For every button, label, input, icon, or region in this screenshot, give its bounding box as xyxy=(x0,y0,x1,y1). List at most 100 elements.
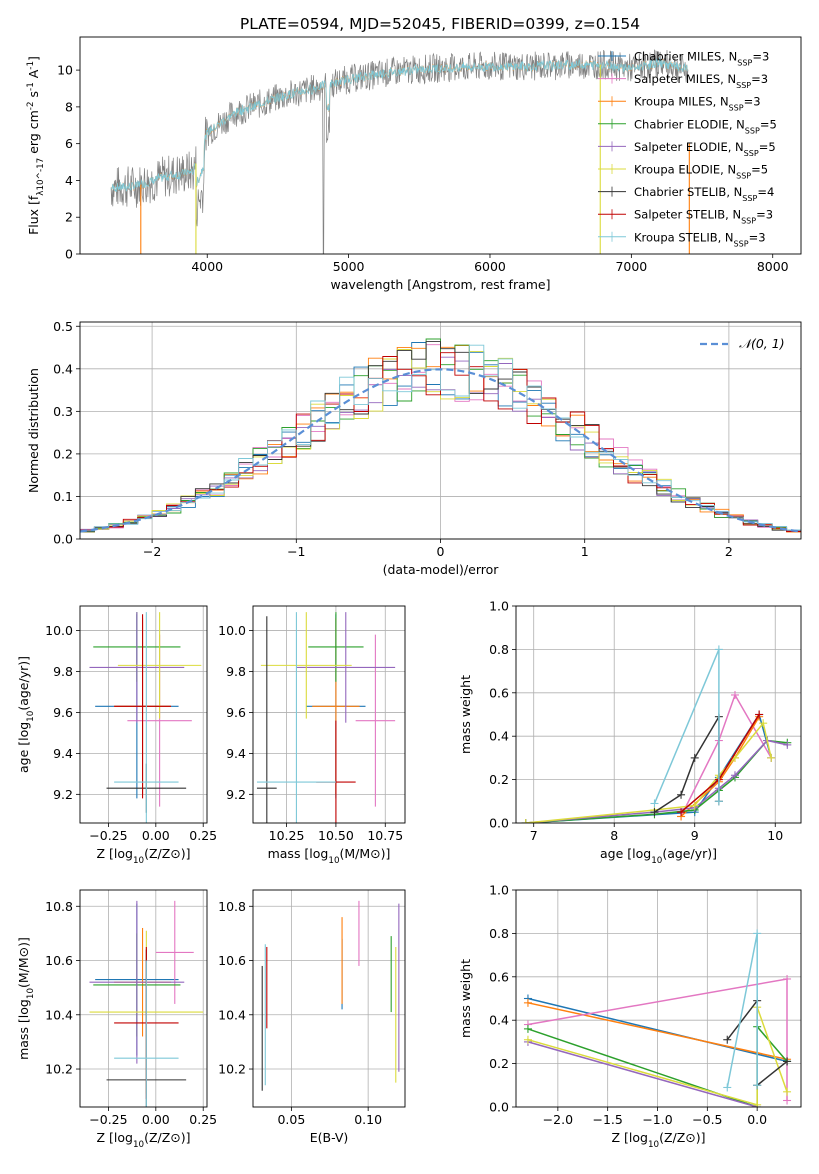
legend-label: Chabrier STELIB, NSSP​=4 xyxy=(634,185,774,203)
y-tick-label: 0.0 xyxy=(53,532,73,547)
y-tick-label: 6 xyxy=(65,136,73,151)
x-tick-label: −2.0 xyxy=(543,1112,573,1127)
series-line-kroupa-stelib xyxy=(726,933,758,1088)
legend-label: Chabrier ELODIE, NSSP​=5 xyxy=(634,117,777,135)
y-tick-label: 9.4 xyxy=(53,746,73,761)
x-tick-label: −0.25 xyxy=(89,828,127,843)
y-tick-label: 0.4 xyxy=(53,361,73,376)
y-tick-label: 0 xyxy=(65,247,73,262)
y-tick-label: 10.8 xyxy=(45,899,73,914)
errorbar-chabrier-elodie xyxy=(308,612,364,682)
errorbar-kroupa-stelib xyxy=(256,612,336,823)
plot-area-age_vs_z xyxy=(80,606,207,823)
errorbar-salpeter-elodie xyxy=(89,612,185,723)
y-tick-label: 10.2 xyxy=(45,1062,73,1077)
errorbar-chabrier-stelib xyxy=(256,616,277,823)
plot-area-mass_vs_ebv xyxy=(253,890,405,1107)
y-tick-label: 10.0 xyxy=(218,623,246,638)
legend-label: Kroupa STELIB, NSSP​=3 xyxy=(634,230,766,248)
y-tick-label: 0.3 xyxy=(53,404,73,419)
x-tick-label: 8 xyxy=(610,828,618,843)
x-axis-label: mass [log10​(M/M⊙)] xyxy=(268,846,391,866)
figure-title: PLATE=0594, MJD=52045, FIBERID=0399, z=0… xyxy=(240,15,640,33)
axes-age_vs_mass: 10.25 10.50 10.75 9.2 9.4 9.6 9.8 10.0 mass [log… xyxy=(218,605,406,866)
legend-label: 𝒩(0, 1) xyxy=(739,336,785,351)
marks-weight_vs_age xyxy=(521,645,792,823)
x-tick-label: −2 xyxy=(143,544,161,559)
y-axis-label: mass weight xyxy=(458,959,473,1038)
y-tick-label: 0.5 xyxy=(53,319,73,334)
legend-label: Salpeter ELODIE, NSSP​=5 xyxy=(634,140,776,158)
axes-residuals: −2 −1 0 1 2 0.0 0.1 0.2 0.3 0.4 0.5 (data-model)/er… xyxy=(26,319,802,577)
series-point xyxy=(690,753,699,762)
x-tick-label: 0.05 xyxy=(277,1112,305,1127)
histogram-kroupa-stelib xyxy=(80,344,801,532)
x-tick-label: 2 xyxy=(725,544,733,559)
axes-age_vs_z: −0.25 0.00 0.25 9.2 9.4 9.6 9.8 10.0 Z [log10​(Z… xyxy=(16,605,217,866)
marks-mass_vs_z xyxy=(89,900,204,1107)
errorbar-salpeter-stelib xyxy=(114,614,171,799)
x-axis-label: (data-model)/error xyxy=(383,562,500,577)
series-line-kroupa-miles xyxy=(527,1002,788,1061)
x-tick-label: 10 xyxy=(767,828,783,843)
data-spectrum-line xyxy=(110,49,689,254)
x-tick-label: −1.5 xyxy=(592,1112,622,1127)
spectrum-legend: Chabrier MILES, NSSP​=3 Salpeter MILES, N… xyxy=(598,50,777,248)
axes-spectrum: 4000 5000 6000 7000 8000 0 2 4 6 8 10 wavelength [A… xyxy=(26,36,802,292)
marks-age_vs_mass xyxy=(256,612,396,823)
axes-frame xyxy=(515,889,802,1108)
errorbar-salpeter-elodie xyxy=(296,612,396,723)
series-point xyxy=(753,929,762,938)
x-tick-label: 1 xyxy=(581,544,589,559)
series-point xyxy=(767,753,776,762)
y-tick-label: 9.2 xyxy=(226,787,246,802)
y-axis-label: mass [log10​(M/M⊙)] xyxy=(16,937,36,1060)
y-axis-label: Flux [fλ10^-17​ erg cm-2​ s-1​ A-1​] xyxy=(26,56,46,235)
x-tick-label: 5000 xyxy=(333,259,365,274)
series-point xyxy=(677,790,686,799)
series-point xyxy=(714,645,723,654)
series-point xyxy=(730,771,739,780)
y-tick-label: 8 xyxy=(65,99,73,114)
y-tick-label: 0.4 xyxy=(489,1013,509,1028)
x-tick-label: −0.25 xyxy=(89,1112,127,1127)
series-point xyxy=(783,1057,792,1066)
x-tick-label: 0 xyxy=(437,544,445,559)
y-tick-label: 10.2 xyxy=(218,1062,246,1077)
y-tick-label: 10.8 xyxy=(218,899,246,914)
legend-label: Kroupa MILES, NSSP​=3 xyxy=(634,95,761,113)
series-point xyxy=(755,710,764,719)
y-tick-label: 10 xyxy=(57,63,73,78)
y-tick-label: 0.1 xyxy=(53,489,73,504)
y-tick-label: 9.6 xyxy=(226,705,246,720)
y-axis-label: age [log10​(age/yr)] xyxy=(16,656,36,773)
y-tick-label: 0.8 xyxy=(489,926,509,941)
y-tick-label: 0.2 xyxy=(53,446,73,461)
x-tick-label: 6000 xyxy=(474,259,506,274)
x-tick-label: −1.0 xyxy=(642,1112,672,1127)
series-point xyxy=(650,799,659,808)
x-axis-label: E(B-V) xyxy=(310,1130,349,1145)
series-point xyxy=(714,797,723,806)
x-axis-label: age [log10​(age/yr)] xyxy=(600,846,717,866)
series-point xyxy=(783,1087,792,1096)
x-tick-label: 0.25 xyxy=(189,828,217,843)
marks-age_vs_z xyxy=(89,612,202,823)
series-point xyxy=(650,808,659,817)
axes-frame xyxy=(79,605,208,824)
y-tick-label: 0.0 xyxy=(489,816,509,831)
series-point xyxy=(723,1083,732,1092)
y-tick-label: 10.4 xyxy=(45,1007,73,1022)
axes-frame xyxy=(79,889,208,1108)
y-tick-label: 9.8 xyxy=(226,664,246,679)
axes-frame xyxy=(252,889,406,1108)
series-point xyxy=(783,1096,792,1105)
histogram-chabrier-stelib xyxy=(80,341,801,533)
axes-weight_vs_age: 7 8 9 10 0.0 0.2 0.4 0.6 0.8 1.0 age [log10​(age/y… xyxy=(458,599,802,866)
errorbar-kroupa-elodie xyxy=(260,612,352,719)
x-axis-label: Z [log10​(Z/Z⊙)] xyxy=(96,846,190,866)
axes-frame xyxy=(515,605,802,824)
normal-curve xyxy=(80,368,801,533)
y-tick-label: 9.2 xyxy=(53,787,73,802)
x-tick-label: 0.00 xyxy=(142,828,170,843)
